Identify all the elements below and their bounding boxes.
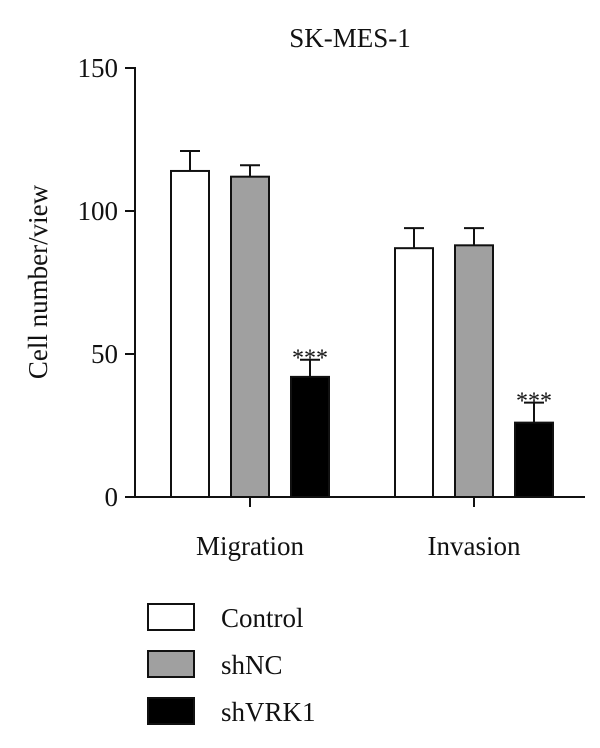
legend-label-shnc: shNC — [221, 650, 283, 680]
y-axis-label: Cell number/view — [23, 184, 53, 379]
bar-control-invasion — [394, 247, 434, 498]
y-tick-label: 150 — [78, 53, 119, 83]
bar-shvrk1-migration — [290, 375, 330, 499]
bar-control-migration — [170, 169, 210, 499]
significance-label-invasion: *** — [516, 389, 552, 415]
significance-label-migration: *** — [292, 346, 328, 372]
y-tick-label: 0 — [105, 482, 119, 512]
bar-shvrk1-invasion — [514, 421, 554, 499]
legend-swatch-shvrk1 — [147, 697, 195, 725]
legend-swatch-shnc — [147, 650, 195, 678]
bar-shnc-invasion — [454, 244, 494, 498]
legend-label-shvrk1: shVRK1 — [221, 697, 316, 727]
x-tick-label-migration: Migration — [196, 531, 304, 561]
legend: Control shNC shVRK1 — [147, 603, 316, 727]
axes: 0 50 100 150 Migration Invasion — [78, 53, 585, 561]
bars: *** *** — [170, 149, 554, 499]
chart-title: SK-MES-1 — [289, 23, 411, 53]
legend-swatch-control — [147, 603, 195, 631]
y-tick-label: 100 — [78, 196, 119, 226]
y-tick-label: 50 — [91, 339, 118, 369]
x-tick-label-invasion: Invasion — [428, 531, 521, 561]
bar-shnc-migration — [230, 175, 270, 498]
legend-label-control: Control — [221, 603, 304, 633]
